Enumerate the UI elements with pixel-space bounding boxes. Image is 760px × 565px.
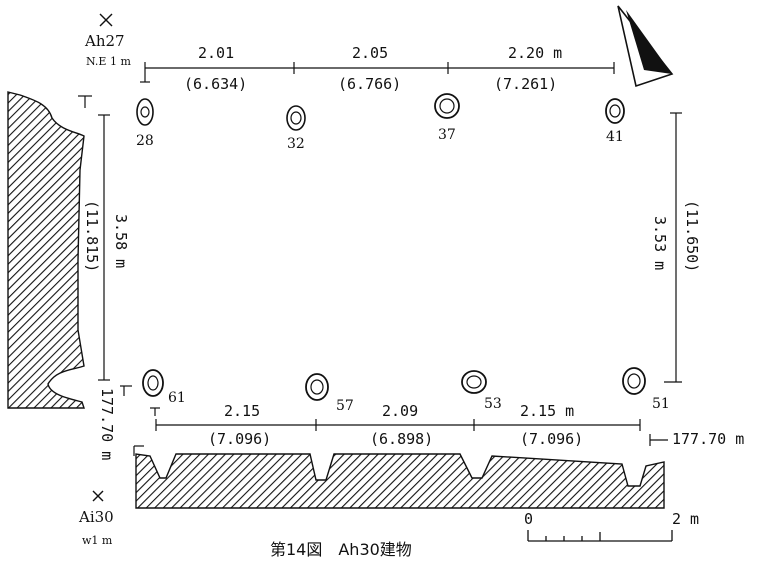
left-elevation: 177.70 m — [98, 388, 116, 461]
post-label-41: 41 — [606, 129, 624, 145]
figure-caption: 第14図 Ah30建物 — [270, 540, 412, 559]
bottom-span-1-m: 2.15 — [224, 402, 261, 420]
top-span-3-shaku: (7.261) — [494, 75, 558, 93]
grid-point-top-label: Ah27 — [85, 32, 125, 50]
top-span-2-m: 2.05 — [352, 44, 389, 62]
top-dimension-line — [144, 62, 615, 74]
top-span-3-m: 2.20 m — [508, 44, 563, 62]
top-span-2-shaku: (6.766) — [338, 75, 402, 93]
grid-point-cross-icon — [92, 13, 113, 502]
right-dimension-line — [664, 112, 682, 383]
right-span-shaku: (11.650) — [683, 200, 701, 273]
left-section-profile — [7, 91, 85, 409]
post-label-37: 37 — [438, 127, 456, 143]
grid-point-bottom-label: Ai30 — [79, 508, 114, 526]
scale-bar — [527, 530, 673, 542]
bottom-dimension-line — [155, 419, 641, 431]
grid-point-bottom-offset: w1 m — [82, 534, 113, 547]
left-span-shaku: (11.815) — [83, 200, 101, 273]
left-span-m: 3.58 m — [112, 214, 130, 269]
bottom-section-profile — [135, 453, 665, 509]
post-label-57: 57 — [336, 398, 354, 414]
section-markers — [78, 74, 668, 456]
bottom-span-3-shaku: (7.096) — [520, 430, 584, 448]
post-label-61: 61 — [168, 390, 186, 406]
post-label-51: 51 — [652, 396, 670, 412]
post-hole-icon — [136, 93, 646, 401]
post-label-28: 28 — [136, 133, 154, 149]
scale-bar-start: 0 — [524, 510, 534, 528]
post-label-32: 32 — [287, 136, 305, 152]
bottom-span-1-shaku: (7.096) — [208, 430, 272, 448]
post-label-53: 53 — [484, 396, 502, 412]
north-arrow-icon — [617, 5, 674, 88]
left-dimension-line — [98, 114, 110, 381]
grid-point-top-offset: N.E 1 m — [86, 55, 131, 68]
top-span-1-shaku: (6.634) — [184, 75, 248, 93]
bottom-span-3-m: 2.15 m — [520, 402, 575, 420]
bottom-span-2-m: 2.09 — [382, 402, 419, 420]
scale-bar-end: 2 m — [672, 510, 700, 528]
top-span-1-m: 2.01 — [198, 44, 235, 62]
bottom-span-2-shaku: (6.898) — [370, 430, 434, 448]
right-elevation: 177.70 m — [672, 430, 745, 448]
right-span-m: 3.53 m — [651, 216, 669, 271]
